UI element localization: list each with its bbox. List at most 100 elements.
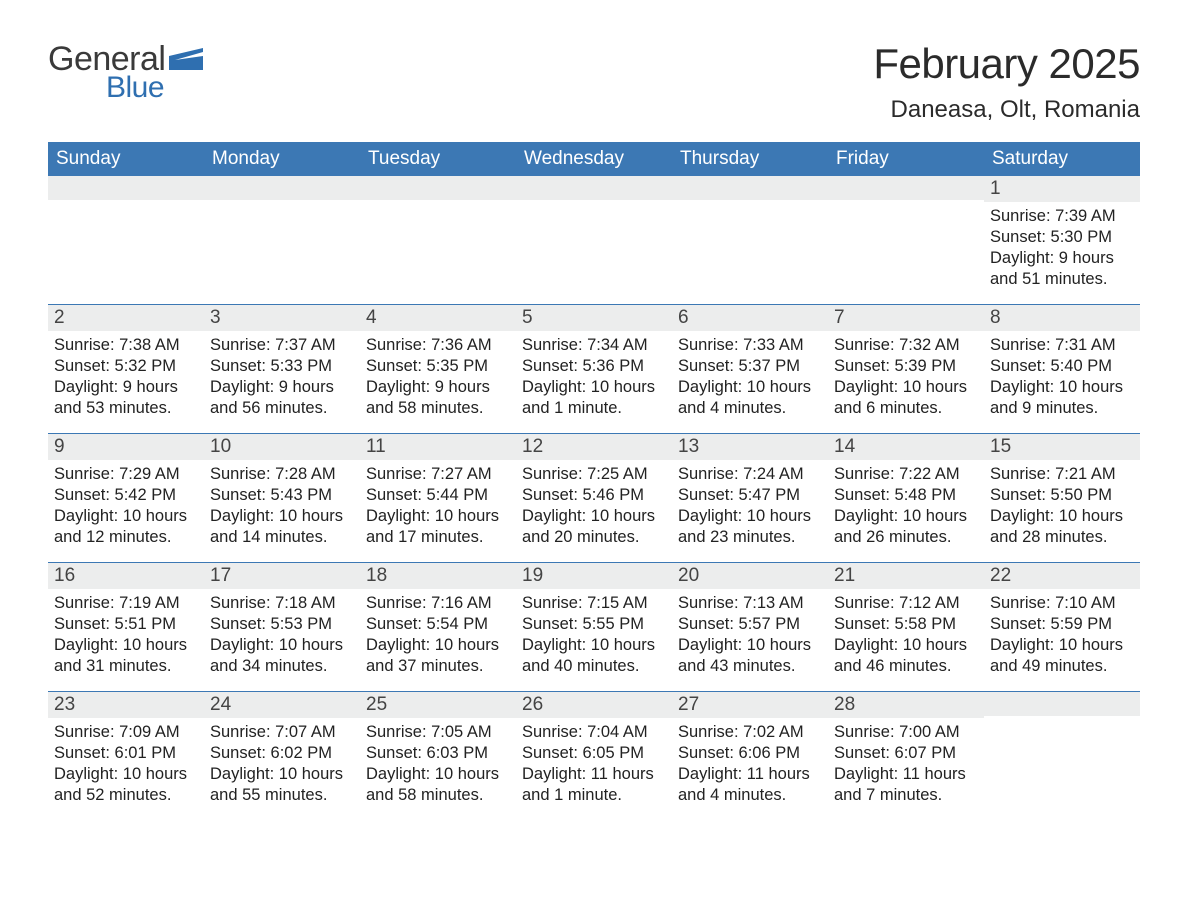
sunrise-text: Sunrise: 7:04 AM (522, 722, 666, 743)
daylight-text: Daylight: 10 hours and 46 minutes. (834, 635, 978, 677)
day-number: 21 (828, 563, 984, 589)
sunrise-text: Sunrise: 7:13 AM (678, 593, 822, 614)
day-cell: 6Sunrise: 7:33 AMSunset: 5:37 PMDaylight… (672, 305, 828, 433)
day-cell: 24Sunrise: 7:07 AMSunset: 6:02 PMDayligh… (204, 692, 360, 820)
sunset-text: Sunset: 5:50 PM (990, 485, 1134, 506)
week-row: 2Sunrise: 7:38 AMSunset: 5:32 PMDaylight… (48, 304, 1140, 433)
day-details: Sunrise: 7:34 AMSunset: 5:36 PMDaylight:… (516, 331, 672, 427)
daylight-text: Daylight: 9 hours and 56 minutes. (210, 377, 354, 419)
sunset-text: Sunset: 6:05 PM (522, 743, 666, 764)
weekday-header-row: Sunday Monday Tuesday Wednesday Thursday… (48, 142, 1140, 176)
sunrise-text: Sunrise: 7:10 AM (990, 593, 1134, 614)
daylight-text: Daylight: 10 hours and 40 minutes. (522, 635, 666, 677)
day-number (204, 176, 360, 200)
sunset-text: Sunset: 5:37 PM (678, 356, 822, 377)
sunrise-text: Sunrise: 7:09 AM (54, 722, 198, 743)
sunrise-text: Sunrise: 7:31 AM (990, 335, 1134, 356)
day-number: 2 (48, 305, 204, 331)
weekday-header: Thursday (672, 142, 828, 176)
sunset-text: Sunset: 6:01 PM (54, 743, 198, 764)
day-details: Sunrise: 7:02 AMSunset: 6:06 PMDaylight:… (672, 718, 828, 814)
sunrise-text: Sunrise: 7:33 AM (678, 335, 822, 356)
sunset-text: Sunset: 5:39 PM (834, 356, 978, 377)
daylight-text: Daylight: 10 hours and 9 minutes. (990, 377, 1134, 419)
day-cell: 16Sunrise: 7:19 AMSunset: 5:51 PMDayligh… (48, 563, 204, 691)
daylight-text: Daylight: 10 hours and 1 minute. (522, 377, 666, 419)
sunset-text: Sunset: 5:57 PM (678, 614, 822, 635)
sunset-text: Sunset: 6:02 PM (210, 743, 354, 764)
day-details: Sunrise: 7:37 AMSunset: 5:33 PMDaylight:… (204, 331, 360, 427)
day-details: Sunrise: 7:39 AMSunset: 5:30 PMDaylight:… (984, 202, 1140, 298)
day-cell: 7Sunrise: 7:32 AMSunset: 5:39 PMDaylight… (828, 305, 984, 433)
daylight-text: Daylight: 11 hours and 1 minute. (522, 764, 666, 806)
sunset-text: Sunset: 5:33 PM (210, 356, 354, 377)
day-number: 24 (204, 692, 360, 718)
day-cell: 27Sunrise: 7:02 AMSunset: 6:06 PMDayligh… (672, 692, 828, 820)
day-details: Sunrise: 7:22 AMSunset: 5:48 PMDaylight:… (828, 460, 984, 556)
day-cell: 9Sunrise: 7:29 AMSunset: 5:42 PMDaylight… (48, 434, 204, 562)
day-number: 5 (516, 305, 672, 331)
daylight-text: Daylight: 10 hours and 26 minutes. (834, 506, 978, 548)
weekday-header: Friday (828, 142, 984, 176)
day-details: Sunrise: 7:12 AMSunset: 5:58 PMDaylight:… (828, 589, 984, 685)
day-cell: 23Sunrise: 7:09 AMSunset: 6:01 PMDayligh… (48, 692, 204, 820)
weekday-header: Saturday (984, 142, 1140, 176)
sunrise-text: Sunrise: 7:21 AM (990, 464, 1134, 485)
sunset-text: Sunset: 5:53 PM (210, 614, 354, 635)
daylight-text: Daylight: 10 hours and 17 minutes. (366, 506, 510, 548)
month-title: February 2025 (873, 40, 1140, 88)
sunrise-text: Sunrise: 7:18 AM (210, 593, 354, 614)
day-cell: 26Sunrise: 7:04 AMSunset: 6:05 PMDayligh… (516, 692, 672, 820)
sunrise-text: Sunrise: 7:37 AM (210, 335, 354, 356)
daylight-text: Daylight: 10 hours and 14 minutes. (210, 506, 354, 548)
week-row: 16Sunrise: 7:19 AMSunset: 5:51 PMDayligh… (48, 562, 1140, 691)
day-details: Sunrise: 7:24 AMSunset: 5:47 PMDaylight:… (672, 460, 828, 556)
day-cell (204, 176, 360, 304)
sunset-text: Sunset: 5:48 PM (834, 485, 978, 506)
week-row: 23 Sunrise: 7:09 AMSunset: 6:01 PM Dayligh… (48, 691, 1140, 820)
day-cell: 3Sunrise: 7:37 AMSunset: 5:33 PMDaylight… (204, 305, 360, 433)
sunset-text: Sunset: 5:43 PM (210, 485, 354, 506)
sunrise-text: Sunrise: 7:22 AM (834, 464, 978, 485)
day-number (672, 176, 828, 200)
sunset-text: Sunset: 5:59 PM (990, 614, 1134, 635)
day-cell: 1Sunrise: 7:39 AMSunset: 5:30 PMDaylight… (984, 176, 1140, 304)
day-number: 18 (360, 563, 516, 589)
sunrise-text: Sunrise: 7:32 AM (834, 335, 978, 356)
day-number: 23 (48, 692, 204, 718)
sunrise-text: Sunrise: 7:02 AM (678, 722, 822, 743)
day-details: Sunrise: 7:33 AMSunset: 5:37 PMDaylight:… (672, 331, 828, 427)
sunrise-text: Sunrise: 7:29 AM (54, 464, 198, 485)
day-cell (984, 692, 1140, 820)
day-details: Sunrise: 7:07 AMSunset: 6:02 PMDaylight:… (204, 718, 360, 814)
day-cell: 15Sunrise: 7:21 AMSunset: 5:50 PMDayligh… (984, 434, 1140, 562)
day-details: Sunrise: 7:36 AMSunset: 5:35 PMDaylight:… (360, 331, 516, 427)
daylight-text: Daylight: 9 hours and 53 minutes. (54, 377, 198, 419)
sunrise-text: Sunrise: 7:34 AM (522, 335, 666, 356)
sunrise-text: Sunrise: 7:38 AM (54, 335, 198, 356)
day-cell: 12Sunrise: 7:25 AMSunset: 5:46 PMDayligh… (516, 434, 672, 562)
day-number: 15 (984, 434, 1140, 460)
day-cell: 22Sunrise: 7:10 AMSunset: 5:59 PMDayligh… (984, 563, 1140, 691)
daylight-text: Daylight: 10 hours and 34 minutes. (210, 635, 354, 677)
day-details: Sunrise: 7:05 AMSunset: 6:03 PMDaylight:… (360, 718, 516, 814)
day-number: 28 (828, 692, 984, 718)
day-details: Sunrise: 7:31 AMSunset: 5:40 PMDaylight:… (984, 331, 1140, 427)
day-number: 4 (360, 305, 516, 331)
day-cell: 21Sunrise: 7:12 AMSunset: 5:58 PMDayligh… (828, 563, 984, 691)
daylight-text: Daylight: 10 hours and 58 minutes. (366, 764, 510, 806)
sunrise-text: Sunrise: 7:25 AM (522, 464, 666, 485)
location-label: Daneasa, Olt, Romania (873, 96, 1140, 124)
sunset-text: Sunset: 5:51 PM (54, 614, 198, 635)
day-number: 12 (516, 434, 672, 460)
sunset-text: Sunset: 6:03 PM (366, 743, 510, 764)
day-number: 1 (984, 176, 1140, 202)
sunrise-text: Sunrise: 7:39 AM (990, 206, 1134, 227)
week-row: 1Sunrise: 7:39 AMSunset: 5:30 PMDaylight… (48, 176, 1140, 304)
day-details: Sunrise: 7:04 AMSunset: 6:05 PMDaylight:… (516, 718, 672, 814)
day-number: 7 (828, 305, 984, 331)
day-number: 25 (360, 692, 516, 718)
daylight-text: Daylight: 11 hours and 7 minutes. (834, 764, 978, 806)
day-number: 14 (828, 434, 984, 460)
day-cell: 5Sunrise: 7:34 AMSunset: 5:36 PMDaylight… (516, 305, 672, 433)
